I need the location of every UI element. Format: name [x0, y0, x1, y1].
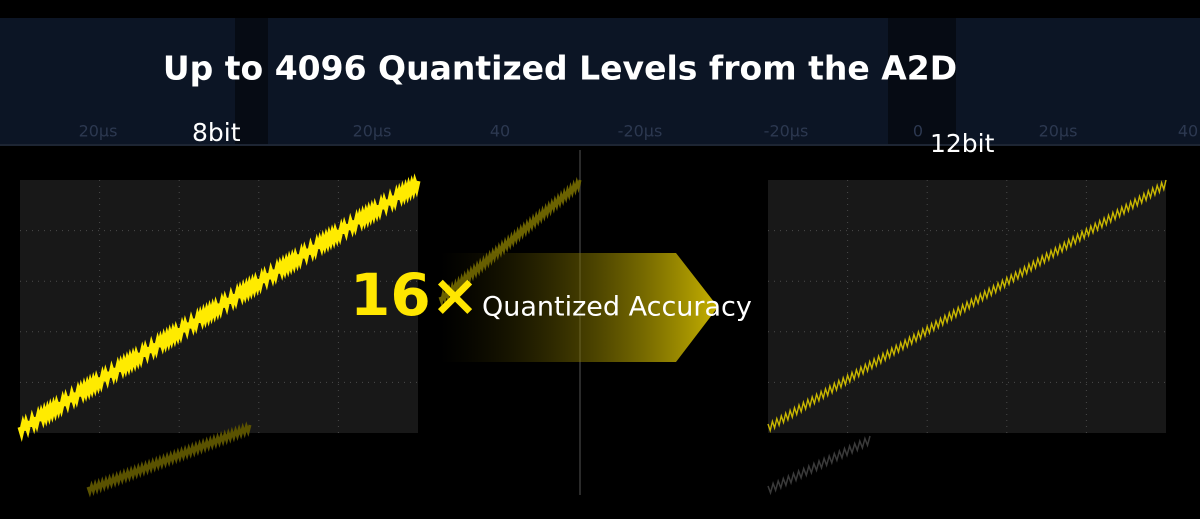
- arrow-text: Quantized Accuracy: [482, 292, 752, 323]
- background-labels: 20μs 20μs 40 -20μs -20μs 0 20μs 40: [79, 122, 1199, 141]
- background-label: 20μs: [1039, 122, 1078, 141]
- wave-12bit: [767, 179, 1167, 434]
- background-label: 0: [913, 122, 923, 141]
- band-strip: [235, 18, 268, 145]
- left-label: 8bit: [192, 118, 241, 147]
- background-label: 40: [1178, 122, 1198, 141]
- background-label: 20μs: [79, 122, 118, 141]
- background-label: -20μs: [764, 122, 809, 141]
- background-label: 40: [490, 122, 510, 141]
- faint-wave: [767, 435, 871, 496]
- band-strip: [888, 18, 956, 145]
- wave-8bit: [17, 173, 421, 442]
- right-label: 12bit: [930, 129, 995, 158]
- arrow: [440, 253, 718, 362]
- title: Up to 4096 Quantized Levels from the A2D: [163, 49, 957, 88]
- background-label: 20μs: [353, 122, 392, 141]
- faint-wave: [86, 421, 252, 498]
- top-band: [0, 18, 1200, 145]
- background-label: -20μs: [618, 122, 663, 141]
- multiplier: 16×: [350, 261, 479, 329]
